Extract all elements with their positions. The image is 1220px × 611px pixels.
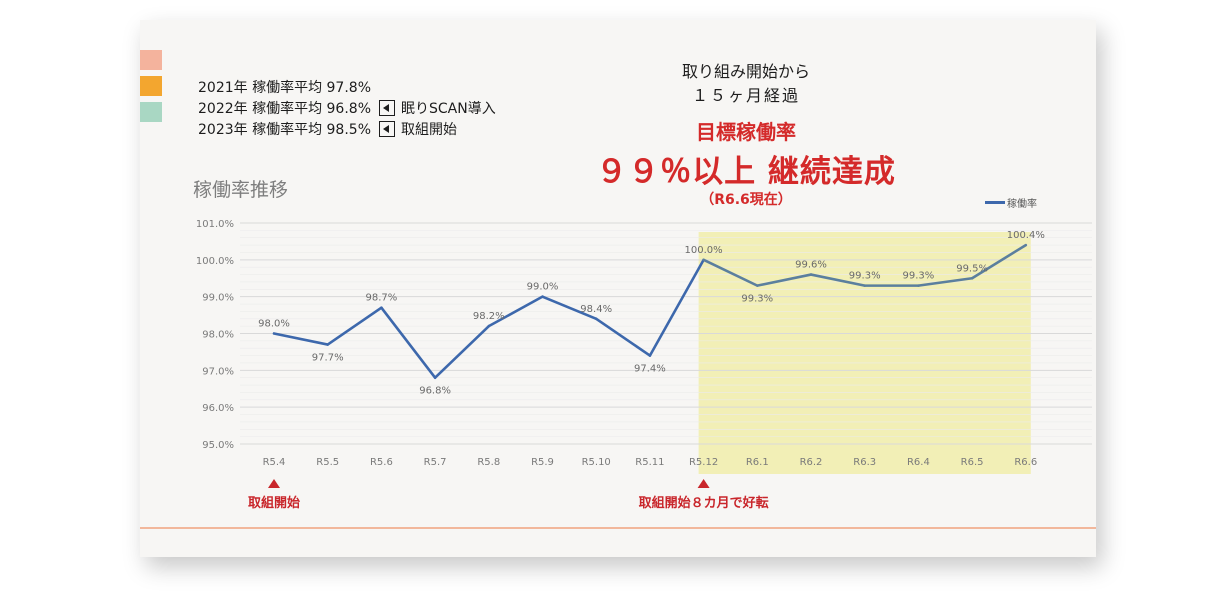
series-line-segment [272,332,329,346]
series-line-segment [541,295,598,321]
series-line-segment [326,306,383,346]
headline-target: 目標稼働率 [696,120,796,144]
data-label: 98.7% [366,293,398,304]
data-label: 99.6% [795,260,827,271]
x-tick-label: R5.10 [582,457,611,468]
x-tick-label: R5.9 [531,457,554,468]
legend-2023-note: 取組開始 [401,122,458,138]
legend-2022: 2022年 稼働率平均 96.8% 眠りSCAN導入 [198,98,496,118]
legend-2023-text: 2023年 稼働率平均 98.5% [198,122,372,138]
x-tick-label: R6.2 [800,457,823,468]
y-tick-label: 100.0% [196,256,234,267]
legend-swatch-2022 [140,76,162,96]
chart-title: 稼働率推移 [193,179,289,201]
y-tick-label: 98.0% [202,330,234,341]
legend-2022-note: 眠りSCAN導入 [401,101,496,117]
series-line-segment [648,258,705,357]
data-label: 98.4% [580,304,612,315]
series-line-segment [487,295,544,328]
x-tick-label: R5.6 [370,457,393,468]
data-label: 100.4% [1007,230,1045,241]
data-label: 99.3% [741,294,773,305]
series-line-segment [433,324,491,380]
data-label: 96.8% [419,386,451,397]
x-tick-label: R6.3 [853,457,876,468]
bottom-divider [140,527,1096,529]
x-tick-label: R6.4 [907,457,930,468]
data-label: 99.3% [849,271,881,282]
annotation-label: 取組開始８カ月で好転 [639,495,769,511]
series-legend-label: 稼働率 [1007,199,1037,210]
data-label: 98.2% [473,311,505,322]
data-label: 97.4% [634,364,666,375]
data-label: 99.5% [956,263,988,274]
y-tick-label: 97.0% [202,366,234,377]
data-label: 99.0% [527,282,559,293]
left-arrow-icon [379,100,396,116]
legend-2021-text: 2021年 稼働率平均 97.8% [198,80,372,96]
headline-line2: １５ヶ月経過 [691,86,800,105]
y-tick-label: 96.0% [202,403,234,414]
annotation-marker-icon [268,479,280,488]
x-tick-label: R5.8 [477,457,500,468]
x-tick-label: R6.1 [746,457,769,468]
legend-2023: 2023年 稼働率平均 98.5% 取組開始 [198,119,457,139]
x-tick-label: R5.11 [635,457,664,468]
series-legend-line [985,201,1005,204]
x-tick-label: R6.5 [961,457,984,468]
headline-line1: 取り組み開始から [681,62,810,81]
legend-2022-text: 2022年 稼働率平均 96.8% [198,101,372,117]
annotation-label: 取組開始 [248,495,300,511]
y-tick-label: 101.0% [196,219,234,230]
series-line-segment [702,258,759,287]
highlight-band [698,232,1031,474]
data-label: 97.7% [312,353,344,364]
annotation-marker-icon [697,479,710,488]
series-line-segment [594,317,652,357]
data-label: 98.0% [258,319,290,330]
series-line-segment [755,273,813,287]
series-line-segment [917,276,974,287]
x-tick-label: R5.5 [316,457,339,468]
x-tick-label: R6.6 [1014,457,1037,468]
x-tick-label: R5.4 [263,457,286,468]
legend-swatch-2021 [140,50,162,70]
headline-achievement: ９９％以上 継続達成 [596,154,896,190]
series-line-segment [380,306,437,380]
headline-date: （R6.6現在） [700,192,792,208]
data-label: 100.0% [685,245,723,256]
series-line-segment [970,243,1028,280]
left-arrow-icon [379,121,396,137]
y-tick-label: 99.0% [202,293,234,304]
chart-card: 2021年 稼働率平均 97.8% 2022年 稼働率平均 96.8% 眠りSCA… [140,20,1096,557]
legend-2021: 2021年 稼働率平均 97.8% [198,77,371,97]
line-chart: 95.0% 96.0% 97.0% 98.0% 99.0% 100.0% 101.0% R5.… [196,219,1092,511]
x-tick-label: R5.7 [424,457,447,468]
y-tick-label: 95.0% [202,440,234,451]
legend-swatch-2023 [140,102,162,122]
data-label: 99.3% [903,271,935,282]
series-legend: 稼働率 [985,195,1037,210]
series-line-segment [809,273,867,287]
x-tick-label: R5.12 [689,457,718,468]
